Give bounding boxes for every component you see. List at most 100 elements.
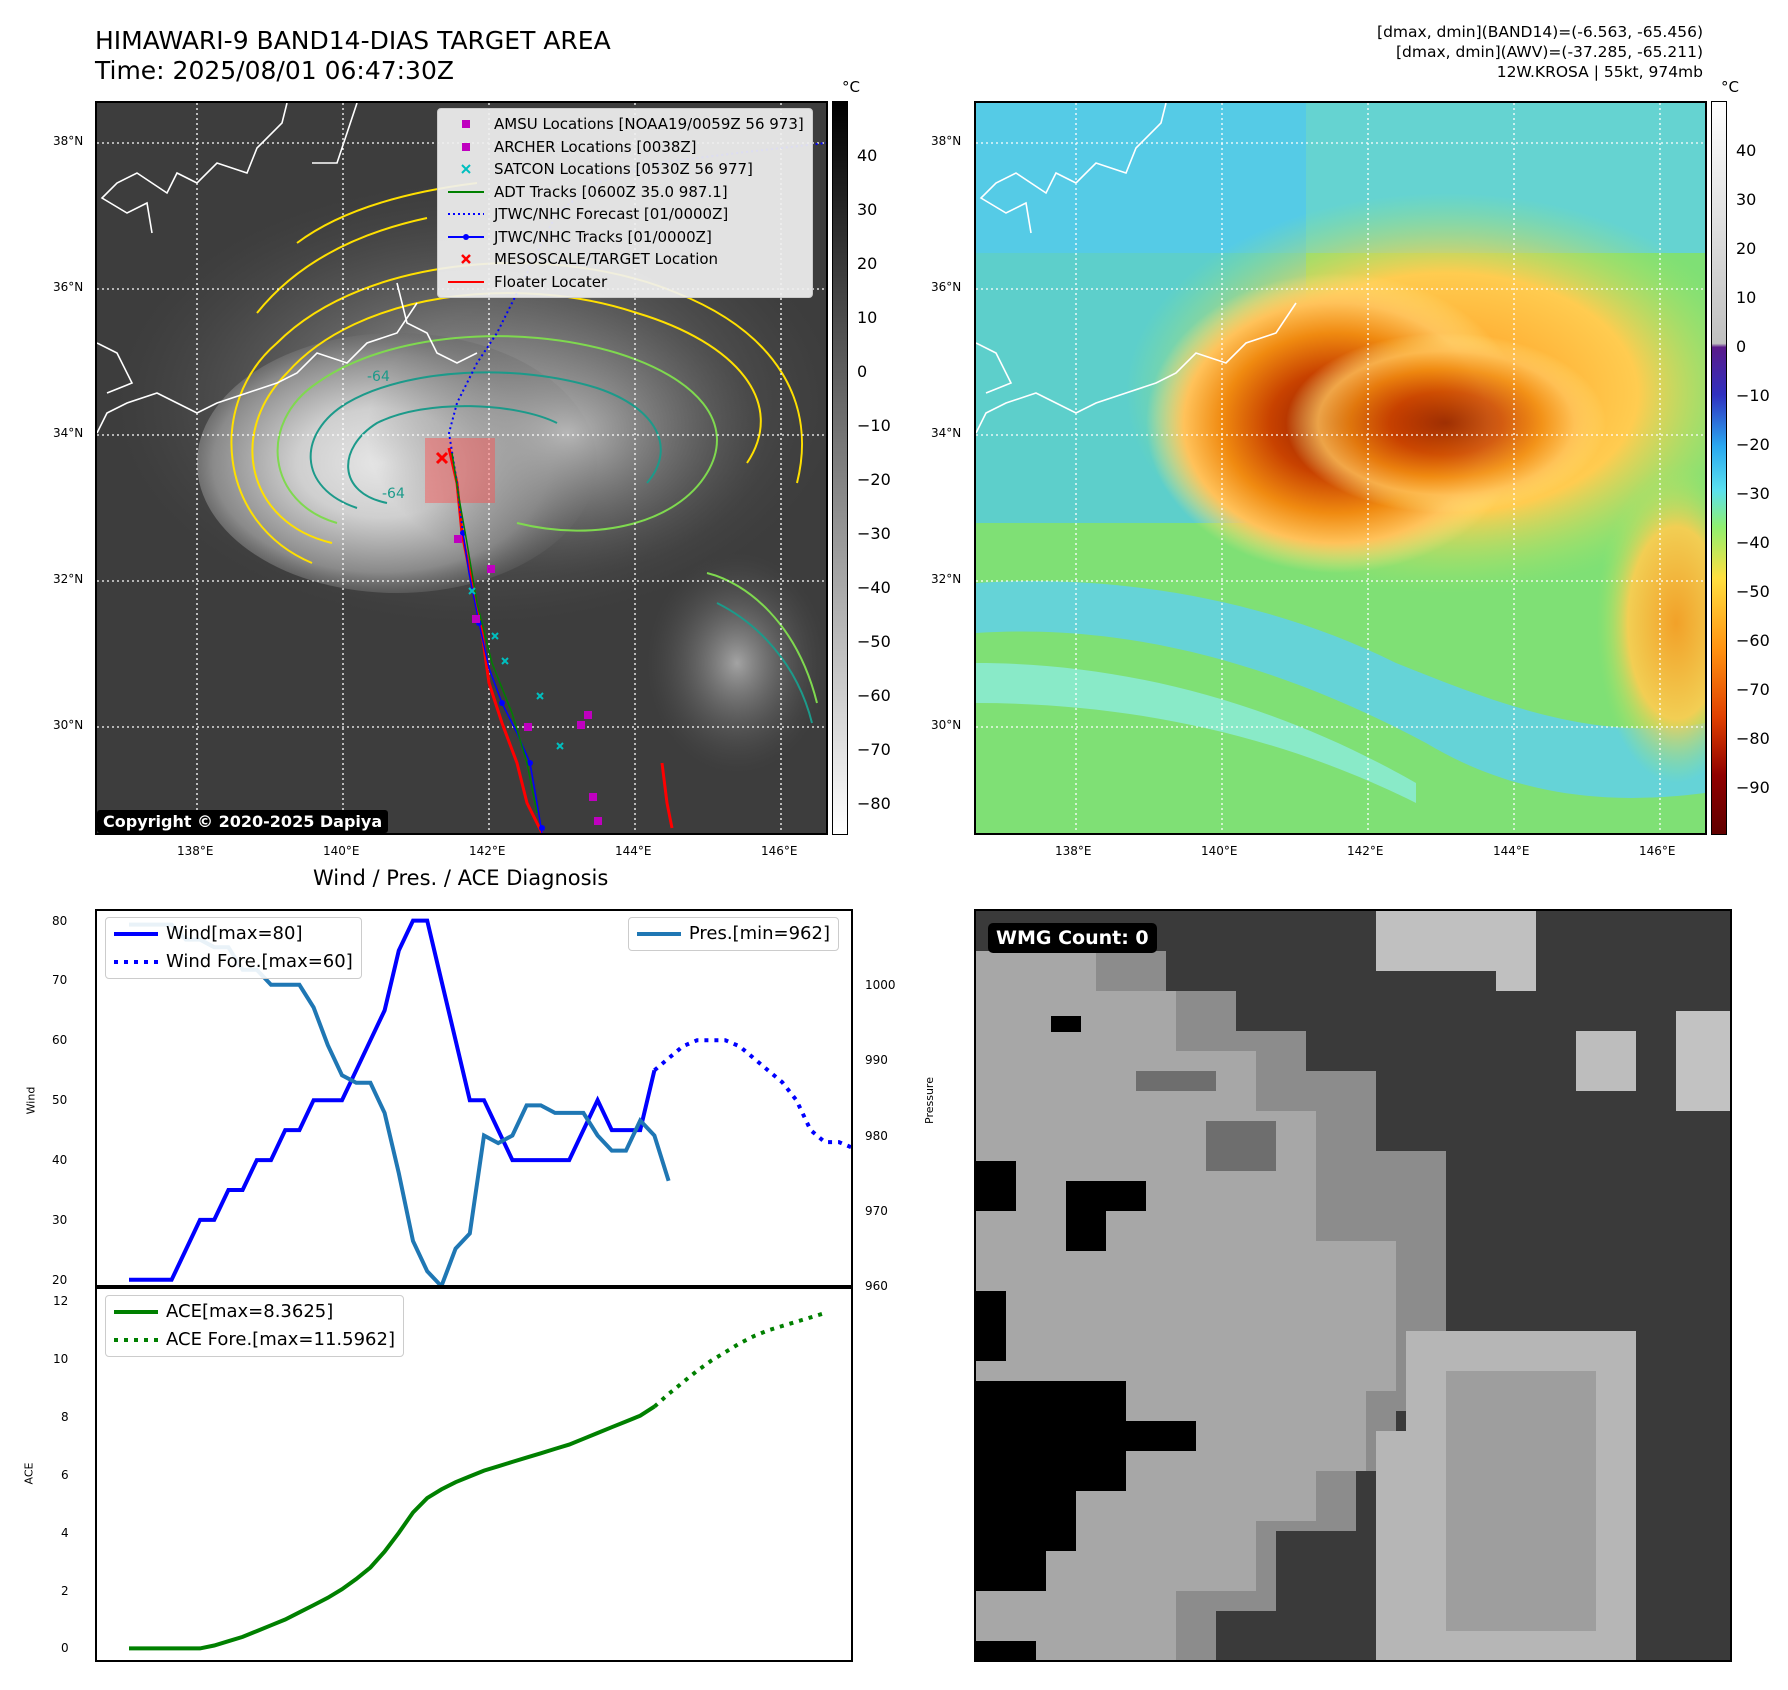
time-label: Time: 2025/08/01 06:47:30Z xyxy=(95,56,454,85)
lon-label-142: 142°E xyxy=(469,844,506,858)
pres-legend: Pres.[min=962] xyxy=(627,917,839,951)
legend-pres: Pres.[min=962] xyxy=(636,923,830,944)
wind-tick-20: 20 xyxy=(52,1272,68,1287)
awv-lon-146: 146°E xyxy=(1639,844,1676,858)
colorbar-right xyxy=(1711,101,1727,835)
cbl-tick-m70: −70 xyxy=(857,740,891,759)
lat-label-38: 38°N xyxy=(53,134,84,148)
cbr-tick-m50: −50 xyxy=(1736,582,1770,601)
legend-item-jtwc-tracks: JTWC/NHC Tracks [01/0000Z] xyxy=(446,226,804,249)
lon-label-140: 140°E xyxy=(323,844,360,858)
wmg-graphic xyxy=(976,911,1730,1660)
header-right: [dmax, dmin](BAND14)=(-6.563, -65.456) [… xyxy=(1377,22,1703,82)
legend-item-adt: ADT Tracks [0600Z 35.0 987.1] xyxy=(448,182,728,201)
ace-tick-0: 0 xyxy=(61,1641,69,1656)
awv-lon-142: 142°E xyxy=(1347,844,1384,858)
wind-series-line xyxy=(129,918,657,1282)
awv-lat-38: 38°N xyxy=(931,134,962,148)
lat-label-30: 30°N xyxy=(53,718,84,732)
cbr-tick-30: 30 xyxy=(1736,190,1757,209)
main-title: HIMAWARI-9 BAND14-DIAS TARGET AREA xyxy=(95,26,611,55)
legend-ace: ACE[max=8.3625] xyxy=(114,1301,334,1322)
legend-item-jtwc-forecast: JTWC/NHC Forecast [01/0000Z] xyxy=(448,205,729,223)
ace-tick-6: 6 xyxy=(61,1467,69,1482)
lat-label-32: 32°N xyxy=(53,572,84,586)
legend-ace-forecast: ACE Fore.[max=11.5962] xyxy=(114,1329,395,1350)
pressure-tick-970: 970 xyxy=(865,1203,888,1218)
awv-map-graphic xyxy=(976,103,1705,833)
cbl-tick-40: 40 xyxy=(857,146,878,165)
wind-axis-label: Wind xyxy=(24,1086,38,1115)
wind-tick-80: 80 xyxy=(52,913,68,928)
colorbar-left xyxy=(832,101,848,835)
legend-item-floater: Floater Locater xyxy=(448,272,608,291)
contour-label-1: -64 xyxy=(367,369,390,385)
legend-item-target: MESOSCALE/TARGET Location xyxy=(446,248,804,271)
cbr-tick-m20: −20 xyxy=(1736,435,1770,454)
contour-label-2: -64 xyxy=(382,486,405,502)
awv-lat-32: 32°N xyxy=(931,572,962,586)
copyright-badge: Copyright © 2020-2025 Dapiya xyxy=(97,810,389,833)
lon-label-144: 144°E xyxy=(615,844,652,858)
pressure-tick-960: 960 xyxy=(865,1279,888,1294)
awv-range: [dmax, dmin](AWV)=(-37.285, -65.211) xyxy=(1396,43,1703,61)
cbr-tick-m60: −60 xyxy=(1736,631,1770,650)
band14-map-panel: -64 -64 xyxy=(95,101,828,835)
colorbar-left-unit: °C xyxy=(842,78,860,96)
ace-tick-8: 8 xyxy=(61,1410,69,1425)
cbl-tick-30: 30 xyxy=(857,200,878,219)
pressure-tick-1000: 1000 xyxy=(865,977,896,992)
legend-item-satcon: SATCON Locations [0530Z 56 977] xyxy=(446,158,804,181)
wind-tick-50: 50 xyxy=(52,1093,68,1108)
wmg-count-badge: WMG Count: 0 xyxy=(988,923,1157,953)
awv-lat-34: 34°N xyxy=(931,426,962,440)
awv-lat-36: 36°N xyxy=(931,280,962,294)
band14-range: [dmax, dmin](BAND14)=(-6.563, -65.456) xyxy=(1377,23,1703,41)
cbl-tick-m10: −10 xyxy=(857,416,891,435)
awv-lon-138: 138°E xyxy=(1055,844,1092,858)
legend-wind: Wind[max=80] xyxy=(114,923,303,944)
ace-tick-4: 4 xyxy=(61,1525,69,1540)
lon-label-146: 146°E xyxy=(761,844,798,858)
cbr-tick-20: 20 xyxy=(1736,239,1757,258)
cbl-tick-0: 0 xyxy=(857,362,868,381)
cbr-tick-m90: −90 xyxy=(1736,778,1770,797)
cbl-tick-20: 20 xyxy=(857,254,878,273)
map-legend: AMSU Locations [NOAA19/0059Z 56 973] ARC… xyxy=(437,108,813,298)
cbl-tick-m80: −80 xyxy=(857,794,891,813)
cbr-tick-m40: −40 xyxy=(1736,533,1770,552)
wind-legend: Wind[max=80] Wind Fore.[max=60] xyxy=(105,917,362,979)
cbr-tick-m30: −30 xyxy=(1736,484,1770,503)
wind-forecast-series-line xyxy=(653,1038,851,1150)
awv-map-panel xyxy=(974,101,1707,835)
ace-forecast-series-line xyxy=(653,1311,826,1409)
cbr-tick-40: 40 xyxy=(1736,141,1757,160)
cbl-tick-m40: −40 xyxy=(857,578,891,597)
storm-info: 12W.KROSA | 55kt, 974mb xyxy=(1496,63,1703,81)
lat-label-34: 34°N xyxy=(53,426,84,440)
wind-tick-70: 70 xyxy=(52,973,68,988)
awv-lon-144: 144°E xyxy=(1493,844,1530,858)
wmg-panel: WMG Count: 0 xyxy=(974,909,1732,1662)
ace-axis-label: ACE xyxy=(22,1462,36,1485)
wind-tick-30: 30 xyxy=(52,1212,68,1227)
ace-tick-2: 2 xyxy=(61,1583,69,1598)
ace-tick-12: 12 xyxy=(53,1294,69,1309)
cbl-tick-m50: −50 xyxy=(857,632,891,651)
wind-pres-chart: Wind[max=80] Wind Fore.[max=60] Pres.[mi… xyxy=(95,909,853,1289)
awv-lon-140: 140°E xyxy=(1201,844,1238,858)
awv-lat-30: 30°N xyxy=(931,718,962,732)
wind-tick-60: 60 xyxy=(52,1033,68,1048)
cbr-tick-m10: −10 xyxy=(1736,386,1770,405)
cbr-tick-10: 10 xyxy=(1736,288,1757,307)
ace-chart: ACE[max=8.3625] ACE Fore.[max=11.5962] xyxy=(95,1285,853,1662)
legend-item-archer: ARCHER Locations [0038Z] xyxy=(446,136,804,159)
cbr-tick-m80: −80 xyxy=(1736,729,1770,748)
colorbar-right-unit: °C xyxy=(1721,78,1739,96)
pressure-tick-980: 980 xyxy=(865,1128,888,1143)
legend-item-amsu: AMSU Locations [NOAA19/0059Z 56 973] xyxy=(446,113,804,136)
pressure-tick-990: 990 xyxy=(865,1053,888,1068)
cbl-tick-m60: −60 xyxy=(857,686,891,705)
ace-tick-10: 10 xyxy=(53,1352,69,1367)
cbr-tick-0: 0 xyxy=(1736,337,1747,356)
